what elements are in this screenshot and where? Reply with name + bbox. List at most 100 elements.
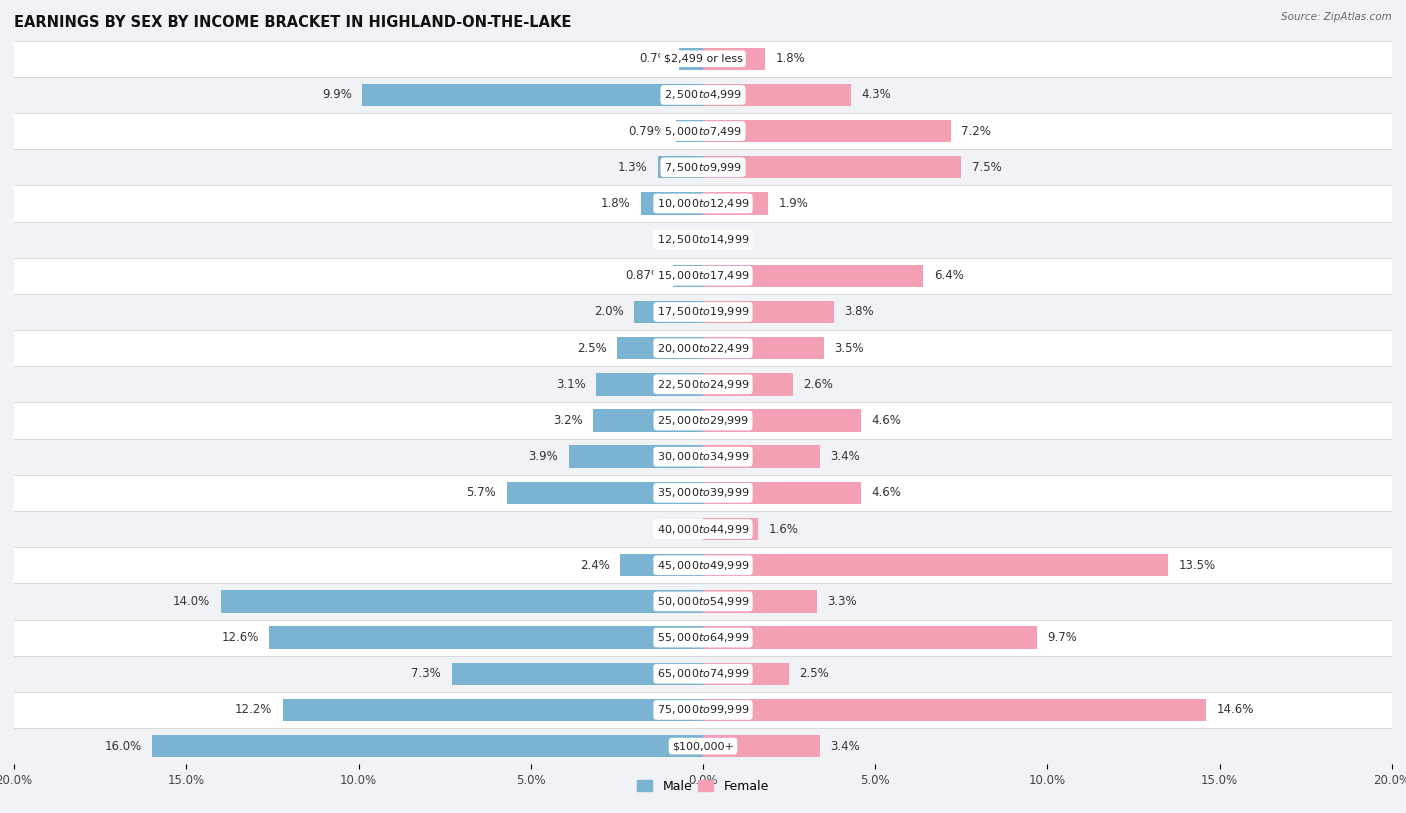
Bar [617, 337, 703, 359]
Bar [703, 735, 820, 758]
Text: 1.3%: 1.3% [619, 161, 648, 174]
Bar [14, 475, 1392, 511]
Bar [634, 301, 703, 324]
Text: EARNINGS BY SEX BY INCOME BRACKET IN HIGHLAND-ON-THE-LAKE: EARNINGS BY SEX BY INCOME BRACKET IN HIG… [14, 15, 571, 30]
Text: 1.9%: 1.9% [779, 197, 808, 210]
Bar [14, 185, 1392, 221]
Text: 0.87%: 0.87% [626, 269, 662, 282]
Text: 3.2%: 3.2% [553, 414, 582, 427]
Text: 7.3%: 7.3% [412, 667, 441, 680]
Text: $75,000 to $99,999: $75,000 to $99,999 [657, 703, 749, 716]
Bar [620, 554, 703, 576]
Text: 4.6%: 4.6% [872, 486, 901, 499]
Bar [596, 373, 703, 396]
Text: 4.3%: 4.3% [862, 89, 891, 102]
Bar [14, 438, 1392, 475]
Text: 3.9%: 3.9% [529, 450, 558, 463]
Text: 0.0%: 0.0% [713, 233, 742, 246]
Bar [14, 728, 1392, 764]
Bar [641, 192, 703, 215]
Bar [703, 409, 862, 432]
Bar [703, 301, 834, 324]
Text: 13.5%: 13.5% [1178, 559, 1216, 572]
Bar [14, 293, 1392, 330]
Text: 0.0%: 0.0% [664, 523, 693, 536]
Text: 0.7%: 0.7% [638, 52, 669, 65]
Text: 3.8%: 3.8% [844, 306, 875, 319]
Bar [14, 692, 1392, 728]
Bar [703, 590, 817, 613]
Bar [14, 583, 1392, 620]
Bar [269, 626, 703, 649]
Bar [676, 120, 703, 142]
Bar [14, 76, 1392, 113]
Text: $2,499 or less: $2,499 or less [664, 54, 742, 63]
Bar [703, 554, 1168, 576]
Text: $12,500 to $14,999: $12,500 to $14,999 [657, 233, 749, 246]
Bar [658, 156, 703, 179]
Text: $30,000 to $34,999: $30,000 to $34,999 [657, 450, 749, 463]
Bar [14, 258, 1392, 293]
Bar [14, 511, 1392, 547]
Text: $35,000 to $39,999: $35,000 to $39,999 [657, 486, 749, 499]
Text: $7,500 to $9,999: $7,500 to $9,999 [664, 161, 742, 174]
Text: $15,000 to $17,499: $15,000 to $17,499 [657, 269, 749, 282]
Legend: Male, Female: Male, Female [633, 775, 773, 798]
Text: $50,000 to $54,999: $50,000 to $54,999 [657, 595, 749, 608]
Text: 3.4%: 3.4% [831, 740, 860, 753]
Bar [283, 698, 703, 721]
Text: $17,500 to $19,999: $17,500 to $19,999 [657, 306, 749, 319]
Bar [506, 481, 703, 504]
Text: 12.2%: 12.2% [235, 703, 273, 716]
Bar [679, 47, 703, 70]
Text: $65,000 to $74,999: $65,000 to $74,999 [657, 667, 749, 680]
Text: 5.7%: 5.7% [467, 486, 496, 499]
Text: 0.79%: 0.79% [628, 124, 665, 137]
Text: $5,000 to $7,499: $5,000 to $7,499 [664, 124, 742, 137]
Bar [703, 698, 1206, 721]
Text: Source: ZipAtlas.com: Source: ZipAtlas.com [1281, 12, 1392, 22]
Text: 7.5%: 7.5% [972, 161, 1001, 174]
Text: 14.0%: 14.0% [173, 595, 211, 608]
Bar [703, 626, 1038, 649]
Text: 2.4%: 2.4% [581, 559, 610, 572]
Text: 9.9%: 9.9% [322, 89, 352, 102]
Bar [703, 481, 862, 504]
Bar [14, 402, 1392, 438]
Text: 1.8%: 1.8% [600, 197, 631, 210]
Text: 3.5%: 3.5% [834, 341, 863, 354]
Text: $22,500 to $24,999: $22,500 to $24,999 [657, 378, 749, 391]
Bar [703, 373, 793, 396]
Text: 1.6%: 1.6% [769, 523, 799, 536]
Text: 4.6%: 4.6% [872, 414, 901, 427]
Text: $40,000 to $44,999: $40,000 to $44,999 [657, 523, 749, 536]
Text: 6.4%: 6.4% [934, 269, 963, 282]
Bar [568, 446, 703, 468]
Text: $45,000 to $49,999: $45,000 to $49,999 [657, 559, 749, 572]
Text: 2.6%: 2.6% [803, 378, 832, 391]
Bar [221, 590, 703, 613]
Bar [14, 547, 1392, 583]
Text: 3.1%: 3.1% [557, 378, 586, 391]
Bar [152, 735, 703, 758]
Bar [703, 518, 758, 541]
Text: $100,000+: $100,000+ [672, 741, 734, 751]
Text: 1.8%: 1.8% [775, 52, 806, 65]
Bar [703, 663, 789, 685]
Bar [14, 655, 1392, 692]
Text: $25,000 to $29,999: $25,000 to $29,999 [657, 414, 749, 427]
Bar [14, 620, 1392, 655]
Text: 9.7%: 9.7% [1047, 631, 1077, 644]
Bar [703, 192, 769, 215]
Bar [14, 41, 1392, 76]
Text: 2.5%: 2.5% [576, 341, 606, 354]
Text: $10,000 to $12,499: $10,000 to $12,499 [657, 197, 749, 210]
Bar [703, 156, 962, 179]
Text: $2,500 to $4,999: $2,500 to $4,999 [664, 89, 742, 102]
Text: 16.0%: 16.0% [104, 740, 142, 753]
Bar [703, 264, 924, 287]
Bar [703, 84, 851, 107]
Bar [703, 446, 820, 468]
Bar [703, 337, 824, 359]
Text: $20,000 to $22,499: $20,000 to $22,499 [657, 341, 749, 354]
